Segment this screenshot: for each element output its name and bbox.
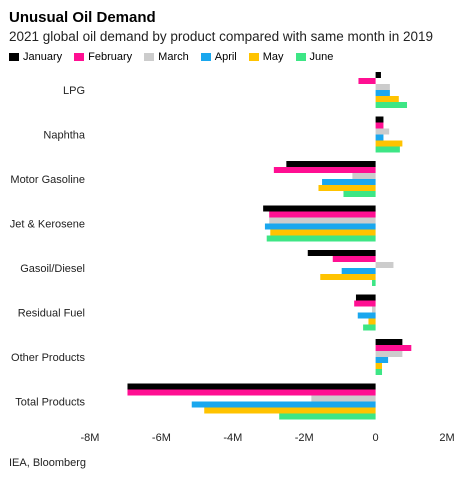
category-label: Gasoil/Diesel (20, 263, 85, 275)
bar-april (341, 268, 376, 274)
bar-march (372, 306, 376, 313)
bar-march (375, 84, 390, 90)
x-tick-label: -6M (152, 432, 171, 444)
legend-label: May (262, 51, 284, 63)
bar-april (191, 401, 376, 408)
bar-january (263, 205, 376, 212)
bar-january (286, 161, 376, 167)
bar-may (375, 96, 399, 102)
bar-march (375, 262, 394, 268)
bar-february (375, 122, 384, 129)
x-tick-label: 2M (439, 432, 454, 444)
bar-january (375, 72, 381, 78)
bar-february (375, 345, 412, 351)
category-label: Other Products (11, 352, 85, 364)
legend-label: January (23, 51, 63, 63)
category-label: Total Products (15, 397, 85, 409)
bar-april (357, 312, 376, 319)
category-label: Naphtha (43, 130, 85, 142)
category-label: Residual Fuel (18, 308, 85, 320)
bar-january (307, 250, 376, 256)
source-note: IEA, Bloomberg (9, 457, 87, 469)
bar-april (375, 357, 389, 363)
bar-june (375, 146, 400, 153)
bar-january (355, 294, 376, 301)
legend-label: April (214, 51, 237, 63)
bar-february (127, 389, 376, 396)
legend-item-february: February (74, 51, 132, 63)
bar-march (352, 173, 376, 179)
bar-february (354, 300, 376, 307)
bar-february (269, 211, 376, 218)
bar-june (343, 191, 376, 197)
bar-april (375, 90, 390, 96)
legend-item-april: April (200, 51, 237, 63)
bar-may (375, 363, 383, 369)
legend-swatch (74, 53, 85, 61)
chart-legend: January February March April May June (9, 51, 345, 63)
bar-may (368, 318, 376, 325)
x-tick-label: -4M (223, 432, 242, 444)
bar-april (375, 134, 384, 141)
bar-may (204, 407, 376, 414)
x-tick-label: -2M (295, 432, 314, 444)
bar-march (311, 395, 376, 402)
legend-swatch (248, 53, 259, 61)
category-label: LPG (63, 85, 85, 97)
bar-may (318, 185, 376, 191)
legend-item-march: March (144, 51, 189, 63)
bar-june (375, 369, 383, 375)
bar-january (127, 383, 376, 390)
bar-march (269, 217, 376, 224)
x-tick-label: 0 (373, 432, 379, 444)
bar-january (375, 116, 384, 123)
chart-title: Unusual Oil Demand (9, 9, 156, 26)
x-tick-label: -8M (81, 432, 100, 444)
legend-swatch (144, 53, 155, 61)
bar-march (375, 128, 390, 135)
bar-june (372, 280, 376, 286)
bar-may (270, 229, 376, 236)
legend-item-january: January (9, 51, 62, 63)
legend-label: June (309, 51, 334, 63)
legend-label: March (158, 51, 189, 63)
bar-april (264, 223, 376, 230)
category-label: Motor Gasoline (10, 174, 85, 186)
bar-may (375, 140, 403, 147)
legend-label: February (88, 51, 133, 63)
bar-march (375, 351, 403, 357)
legend-swatch (200, 53, 211, 61)
legend-item-may: May (248, 51, 284, 63)
bar-february (358, 78, 376, 84)
legend-swatch (9, 53, 19, 61)
category-label: Jet & Kerosene (10, 219, 85, 231)
bar-june (266, 235, 376, 242)
legend-swatch (295, 53, 306, 61)
bar-february (332, 256, 376, 262)
bar-february (273, 167, 376, 173)
bar-january (375, 339, 403, 345)
bar-june (363, 324, 376, 331)
bar-june (279, 413, 376, 420)
bar-may (320, 274, 376, 280)
bar-april (322, 179, 376, 185)
legend-item-june: June (295, 51, 334, 63)
bar-june (375, 102, 408, 108)
chart-subtitle: 2021 global oil demand by product compar… (9, 29, 434, 44)
